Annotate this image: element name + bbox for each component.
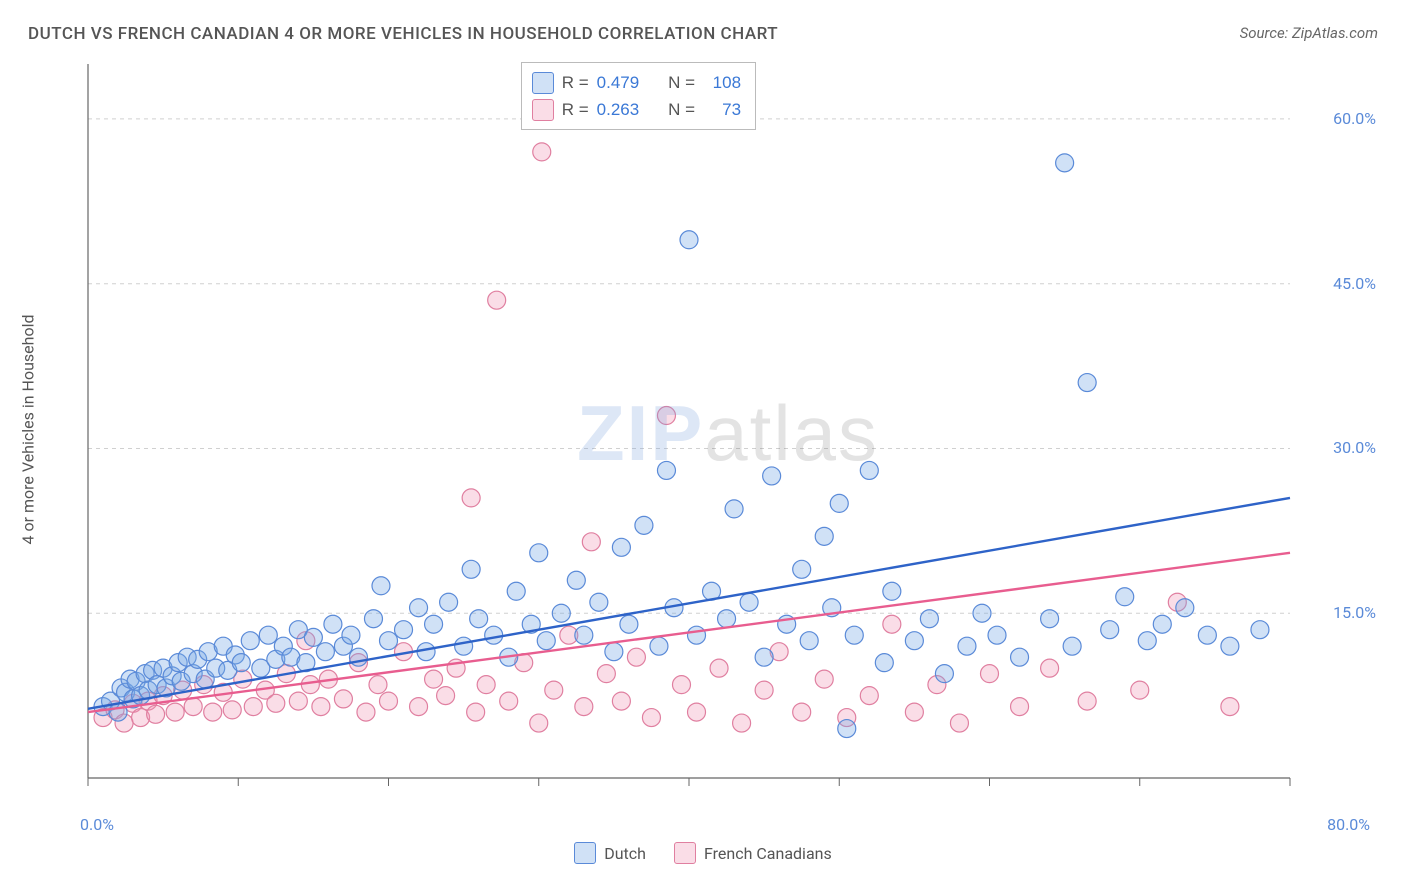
- stat-n-value: 108: [703, 69, 741, 96]
- y-tick-label: 15.0%: [1333, 603, 1376, 622]
- x-axis-origin-label: 0.0%: [80, 815, 114, 834]
- stat-n-label: N =: [659, 96, 695, 123]
- legend-swatch: [674, 842, 696, 864]
- legend-swatch: [574, 842, 596, 864]
- stat-n-label: N =: [659, 69, 695, 96]
- stat-n-value: 73: [703, 96, 741, 123]
- stat-r-value: 0.263: [597, 96, 651, 123]
- stat-r-label: R =: [562, 96, 589, 123]
- x-axis-max-label: 80.0%: [1327, 815, 1370, 834]
- source-attribution: Source: ZipAtlas.com: [1240, 24, 1378, 42]
- legend-label: Dutch: [604, 844, 646, 863]
- y-axis-label: 4 or more Vehicles in Household: [19, 314, 38, 544]
- stats-row: R = 0.263 N = 73: [532, 96, 741, 123]
- stats-row: R = 0.479 N = 108: [532, 69, 741, 96]
- y-tick-label: 30.0%: [1333, 438, 1376, 457]
- stat-r-value: 0.479: [597, 69, 651, 96]
- chart-title: DUTCH VS FRENCH CANADIAN 4 OR MORE VEHIC…: [28, 24, 778, 44]
- scatter-chart-svg: [78, 58, 1378, 818]
- legend-item: Dutch: [574, 842, 646, 864]
- bottom-legend: Dutch French Canadians: [0, 842, 1406, 864]
- legend-swatch: [532, 99, 554, 121]
- y-tick-label: 60.0%: [1333, 109, 1376, 128]
- legend-swatch: [532, 72, 554, 94]
- y-tick-label: 45.0%: [1333, 274, 1376, 293]
- stats-legend-box: R = 0.479 N = 108 R = 0.263 N = 73: [521, 62, 756, 130]
- chart-stage: ZIPatlas: [78, 58, 1378, 818]
- legend-label: French Canadians: [704, 844, 832, 863]
- stat-r-label: R =: [562, 69, 589, 96]
- legend-item: French Canadians: [674, 842, 832, 864]
